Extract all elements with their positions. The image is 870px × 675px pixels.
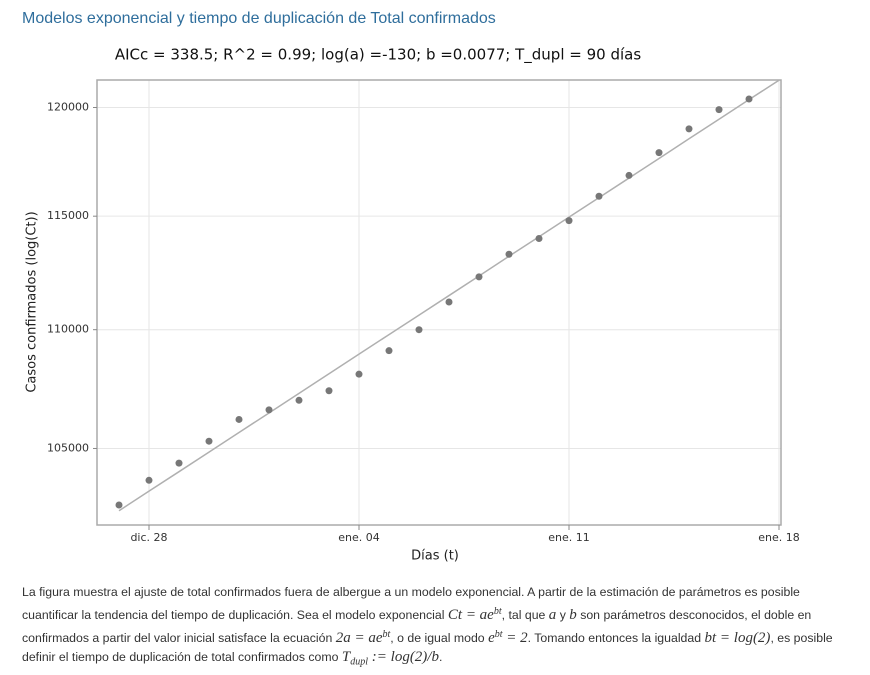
data-point xyxy=(295,396,303,404)
chart: AICc = 338.5; R^2 = 0.99; log(a) =-130; … xyxy=(25,46,800,564)
data-point xyxy=(205,437,213,445)
x-tick-label: ene. 04 xyxy=(338,531,380,544)
math: bt xyxy=(382,629,391,641)
math: Ct = ae xyxy=(447,607,494,624)
text: La figura muestra el ajuste de total con… xyxy=(22,585,800,623)
data-point xyxy=(565,217,573,225)
text: . Tomando entonces la igualdad xyxy=(527,631,705,646)
math: bt = log(2) xyxy=(704,630,771,647)
x-tick-label: ene. 11 xyxy=(548,531,590,544)
data-point xyxy=(355,370,363,378)
math: bt xyxy=(494,629,503,641)
data-point xyxy=(175,459,183,467)
data-point xyxy=(415,326,423,334)
text: y xyxy=(556,608,570,623)
data-point xyxy=(265,406,273,414)
x-tick-label: dic. 28 xyxy=(130,531,167,544)
data-point xyxy=(385,347,393,355)
heading: Modelos exponencial y tiempo de duplicac… xyxy=(22,10,496,27)
math: dupl xyxy=(350,656,369,668)
text: . xyxy=(438,650,443,665)
math: 2a = ae xyxy=(335,630,383,647)
plot-frame xyxy=(96,79,782,526)
chart-title: AICc = 338.5; R^2 = 0.99; log(a) =-130; … xyxy=(115,46,641,65)
data-point xyxy=(475,273,483,281)
math: := log(2)/b xyxy=(368,649,439,666)
math: a xyxy=(548,607,557,624)
math: = 2 xyxy=(502,630,528,647)
data-point xyxy=(445,298,453,306)
math: bt xyxy=(493,606,502,617)
math: T xyxy=(341,649,351,666)
x-tick-label: ene. 18 xyxy=(758,531,800,544)
data-point xyxy=(115,501,123,509)
data-point xyxy=(745,95,753,103)
data-point xyxy=(685,125,693,133)
data-point xyxy=(145,476,153,484)
text: , es posible definir el tiempo de duplic… xyxy=(22,631,833,665)
data-point xyxy=(505,250,513,258)
y-axis-label: Casos confirmados (log(Ct)) xyxy=(25,211,40,392)
y-tick-label: 105000 xyxy=(47,441,89,454)
text: , tal que xyxy=(501,608,549,623)
data-point xyxy=(625,171,633,179)
data-point xyxy=(655,149,663,157)
data-point xyxy=(325,387,333,395)
fit-line xyxy=(118,80,780,512)
y-tick-label: 120000 xyxy=(47,101,89,114)
math: b xyxy=(569,607,577,624)
data-point xyxy=(715,106,723,114)
data-point xyxy=(595,192,603,200)
description: La figura muestra el ajuste de total con… xyxy=(22,583,852,672)
data-point xyxy=(235,415,243,423)
y-tick-label: 110000 xyxy=(47,323,89,336)
y-tick-label: 115000 xyxy=(47,209,89,222)
text: son parámetros desconocidos, el doble en… xyxy=(22,608,812,646)
data-point xyxy=(535,234,543,242)
math: e xyxy=(488,630,495,647)
x-axis-label: Días (t) xyxy=(411,549,459,564)
text: , o de igual modo xyxy=(390,631,489,646)
